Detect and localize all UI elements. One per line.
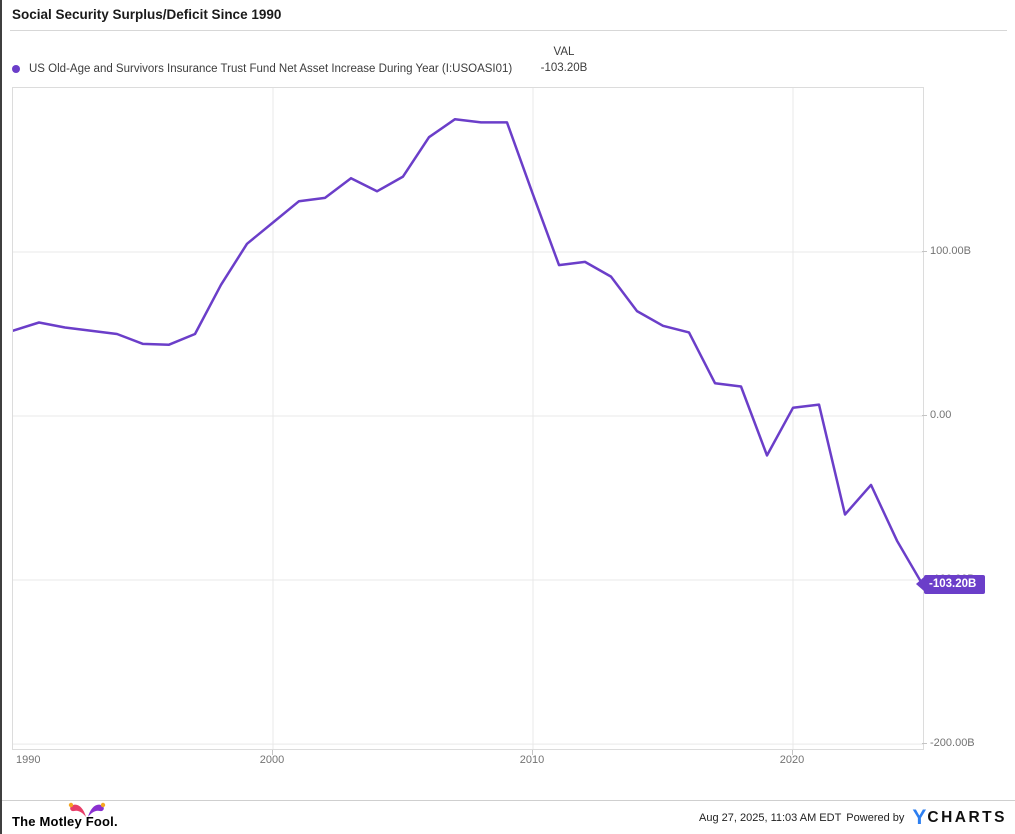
hat-left-lobe <box>70 804 86 817</box>
x-axis-label: 1990 <box>16 754 41 766</box>
motley-fool-wordmark: The Motley Fool. <box>12 814 118 829</box>
y-axis-label: -200.00B <box>922 737 975 750</box>
x-axis-label: 2000 <box>250 750 294 766</box>
jester-hat-icon <box>68 802 106 817</box>
data-series-line[interactable] <box>13 117 923 587</box>
y-axis-label: 0.00 <box>921 409 952 422</box>
ycharts-y-icon: Y <box>912 806 927 829</box>
hat-right-lobe <box>88 804 104 817</box>
val-header: VAL <box>553 46 575 58</box>
motley-fool-logo[interactable]: The Motley Fool. <box>10 801 140 832</box>
ycharts-wordmark: CHARTS <box>927 809 1007 826</box>
last-value-badge: -103.20B <box>915 574 986 594</box>
timestamp: Aug 27, 2025, 11:03 AM EDT <box>699 812 842 824</box>
series-dot-icon <box>12 65 20 73</box>
footer-divider <box>2 800 1015 801</box>
chart-legend[interactable]: US Old-Age and Survivors Insurance Trust… <box>12 63 512 75</box>
series-label: US Old-Age and Survivors Insurance Trust… <box>29 63 513 75</box>
line-chart-svg[interactable] <box>13 88 923 749</box>
legend-value-column: VAL -103.20B <box>526 46 602 74</box>
val-value: -103.20B <box>540 62 588 74</box>
footer-right: Aug 27, 2025, 11:03 AM EDT Powered by Y … <box>699 806 1007 829</box>
hat-bell-right <box>100 802 106 808</box>
x-axis: 1990 2000 2010 2020 <box>12 750 922 770</box>
ycharts-logo[interactable]: Y CHARTS <box>912 806 1007 829</box>
x-axis-label: 2010 <box>510 750 554 766</box>
page-title: Social Security Surplus/Deficit Since 19… <box>12 7 282 22</box>
y-axis-label: 100.00B <box>922 245 971 258</box>
title-divider <box>10 30 1007 31</box>
hat-bell-left <box>68 802 74 808</box>
powered-by-label: Powered by <box>846 812 905 824</box>
x-axis-label: 2020 <box>770 750 814 766</box>
plot-area[interactable] <box>12 87 924 750</box>
